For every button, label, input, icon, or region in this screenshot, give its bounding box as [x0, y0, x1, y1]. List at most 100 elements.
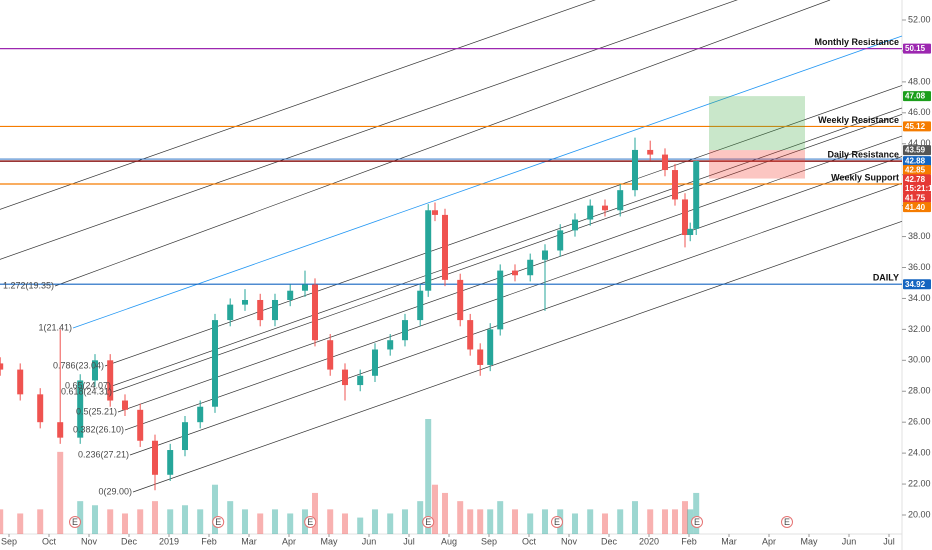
- candle-body: [662, 154, 668, 171]
- candle-body: [312, 284, 318, 341]
- earnings-label: E: [784, 517, 790, 527]
- volume-bar: [212, 484, 218, 534]
- volume-bar: [37, 509, 44, 534]
- candle-body: [682, 199, 688, 236]
- y-tick-label: 48.00: [908, 76, 931, 86]
- earnings-marker: [422, 516, 435, 528]
- price-tag: [903, 165, 931, 176]
- volume-bar: [57, 451, 64, 534]
- volume-bar: [327, 509, 334, 534]
- candle-body: [327, 340, 334, 370]
- channel-line: [132, 220, 903, 493]
- fib-label: 1.272(19.35): [3, 280, 54, 290]
- volume-bar: [442, 492, 448, 534]
- candle-body: [0, 363, 4, 370]
- price-tag: [903, 43, 931, 54]
- level-label: Daily Resistance: [827, 149, 899, 159]
- volume-bar: [122, 513, 128, 534]
- volume-bar: [402, 509, 408, 534]
- price-tag-label: 42.88: [905, 157, 926, 166]
- volume-bar: [357, 517, 364, 534]
- x-tick-label: May: [320, 536, 338, 546]
- volume-bar: [467, 509, 474, 534]
- candle-body: [57, 422, 64, 438]
- y-tick-label: 32.00: [908, 324, 931, 334]
- level-label: Monthly Resistance: [814, 37, 899, 47]
- candle-body: [542, 250, 548, 260]
- candle-body: [212, 320, 218, 407]
- candle-body: [107, 360, 114, 401]
- candle-body: [557, 230, 564, 251]
- volume-bar: [257, 513, 264, 534]
- volume-bar: [487, 509, 494, 534]
- price-tag-label: 41.75: [905, 194, 926, 203]
- volume-bar: [477, 509, 484, 534]
- candle-body: [242, 299, 248, 305]
- volume-bar: [602, 513, 608, 534]
- price-tag-label: 42.78: [905, 175, 926, 184]
- level-label: Weekly Support: [831, 172, 899, 182]
- price-tag: [903, 145, 931, 156]
- price-tag: [903, 91, 931, 102]
- x-tick-label: Aug: [441, 536, 457, 546]
- x-tick-label: 2019: [159, 536, 179, 546]
- earnings-marker: [691, 516, 703, 528]
- volume-bar: [77, 501, 84, 534]
- x-tick-label: Nov: [561, 536, 578, 546]
- candle-body: [602, 205, 608, 211]
- x-tick-label: 2020: [639, 536, 659, 546]
- volume-bar: [387, 513, 394, 534]
- candle-body: [37, 394, 44, 423]
- x-tick-label: Apr: [282, 536, 296, 546]
- candle-body: [477, 349, 484, 365]
- target-zone: [709, 96, 805, 151]
- volume-bar: [17, 513, 24, 534]
- candle-body: [137, 409, 144, 441]
- candle-body: [372, 349, 378, 376]
- y-tick-label: 44.00: [908, 138, 931, 148]
- volume-bar: [662, 509, 668, 534]
- y-tick-label: 52.00: [908, 14, 931, 24]
- price-tag: [903, 279, 931, 290]
- y-tick-label: 46.00: [908, 107, 931, 117]
- candle-body: [272, 299, 278, 321]
- channel-line: [104, 85, 903, 367]
- fib-label: 0.5(25.21): [76, 406, 117, 416]
- price-tag-label: 45.12: [905, 122, 926, 131]
- volume-bar: [0, 509, 4, 534]
- candle-body: [417, 290, 424, 321]
- candle-body: [687, 228, 694, 236]
- volume-bar: [432, 484, 438, 534]
- candle-body: [617, 190, 624, 211]
- y-tick-label: 34.00: [908, 293, 931, 303]
- y-tick-label: 28.00: [908, 386, 931, 396]
- volume-bar: [693, 492, 700, 534]
- candle-body: [17, 369, 24, 395]
- y-tick-label: 38.00: [908, 231, 931, 241]
- candle-body: [457, 279, 464, 321]
- price-tag: [903, 156, 931, 167]
- x-tick-label: Mar: [721, 536, 737, 546]
- earnings-label: E: [215, 517, 221, 527]
- candle-body: [647, 149, 654, 155]
- volume-bar: [672, 509, 678, 534]
- earnings-label: E: [425, 517, 431, 527]
- x-tick-label: Mar: [241, 536, 257, 546]
- volume-bar: [632, 501, 638, 534]
- earnings-marker: [781, 516, 793, 528]
- fib-label: 0.382(26.10): [73, 424, 124, 434]
- volume-bar: [197, 509, 204, 534]
- volume-bar: [457, 501, 464, 534]
- earnings-marker: [212, 516, 225, 528]
- volume-bar: [242, 509, 248, 534]
- price-tag-label: 41.40: [905, 203, 926, 212]
- price-tag: [903, 192, 931, 203]
- volume-bar: [572, 513, 578, 534]
- x-tick-label: May: [800, 536, 818, 546]
- x-tick-label: Jul: [883, 536, 895, 546]
- volume-bar: [647, 509, 654, 534]
- price-tag-label: 15:21:19: [905, 184, 932, 193]
- channel-line: [0, 0, 596, 210]
- candle-body: [92, 360, 98, 381]
- volume-bar: [527, 513, 534, 534]
